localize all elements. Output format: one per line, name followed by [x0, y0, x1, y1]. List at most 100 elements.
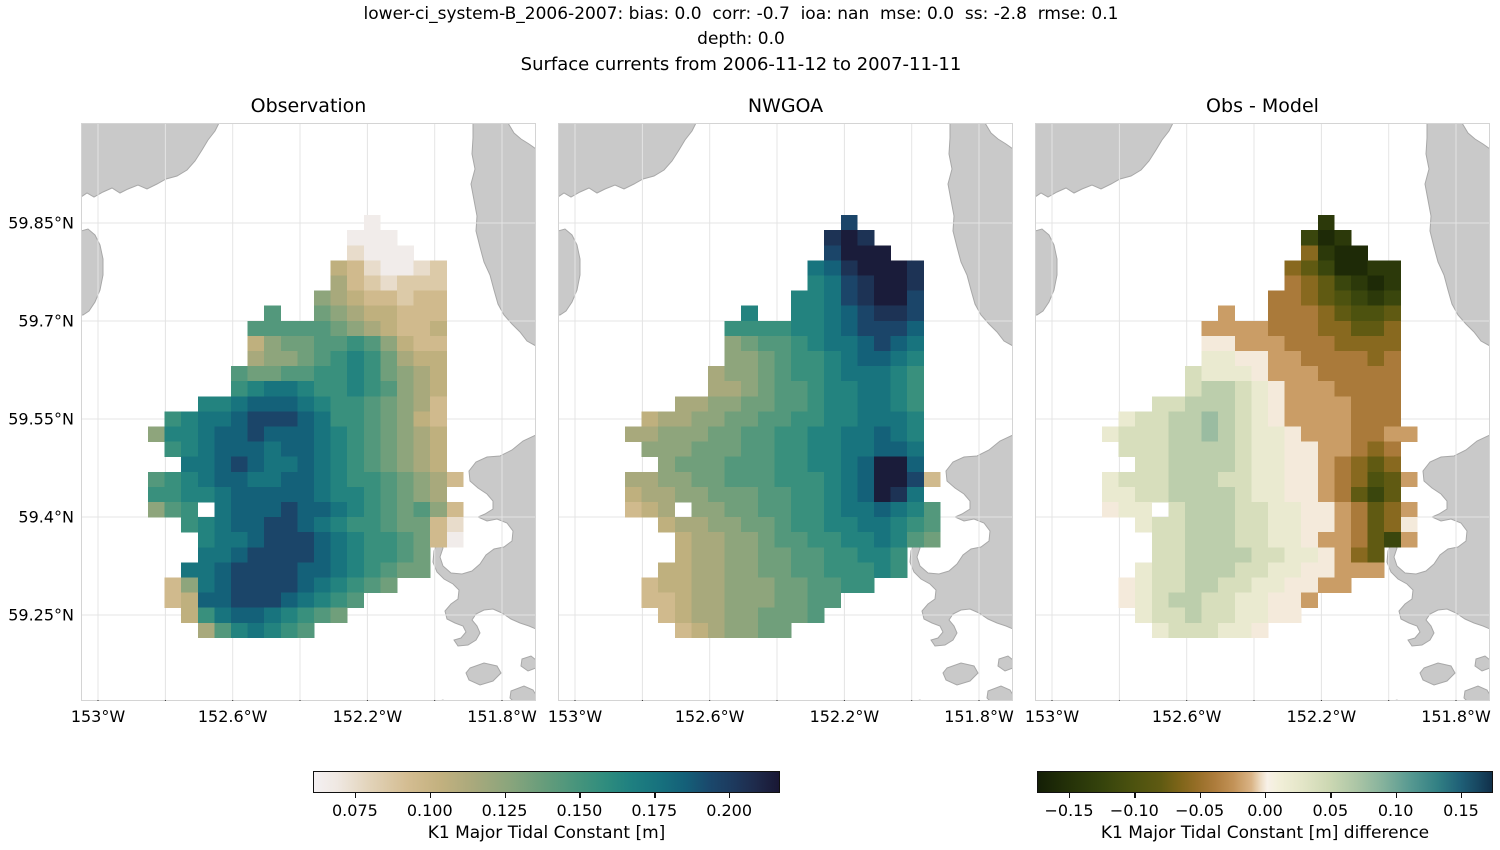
- heatmap-cell: [380, 471, 398, 488]
- heatmap-cell: [1268, 381, 1285, 397]
- heatmap-cell: [890, 532, 908, 548]
- heatmap-cell: [757, 607, 775, 624]
- heatmap-cell: [297, 411, 315, 427]
- heatmap-cell: [1384, 486, 1402, 503]
- map-frame: [558, 123, 1013, 701]
- heatmap-cell: [330, 532, 348, 548]
- heatmap-cell: [1201, 426, 1219, 442]
- heatmap-cell: [757, 562, 775, 578]
- heatmap-cell: [1185, 411, 1202, 427]
- heatmap-cell: [791, 381, 808, 397]
- heatmap-cell: [724, 532, 742, 548]
- heatmap-cell: [757, 486, 775, 503]
- heatmap-cell: [330, 547, 348, 563]
- heatmap-cell: [840, 426, 858, 442]
- colorbar-tick-mark: [504, 793, 506, 798]
- heatmap-cell: [641, 577, 659, 593]
- heatmap-cell: [1334, 411, 1352, 427]
- heatmap-cell: [363, 245, 381, 261]
- colorbar-tick-label: 0.075: [332, 801, 378, 820]
- heatmap-cell: [774, 396, 792, 412]
- heatmap-cell: [741, 411, 759, 427]
- heatmap-cell: [824, 471, 842, 488]
- heatmap-cell: [363, 320, 381, 337]
- heatmap-cell: [890, 260, 908, 276]
- heatmap-cell: [1185, 517, 1202, 533]
- heatmap-cell: [1400, 426, 1418, 442]
- heatmap-cell: [214, 471, 232, 488]
- lon-tick-label: 153°W: [1024, 707, 1080, 726]
- heatmap-cell: [1234, 411, 1252, 427]
- heatmap-cell: [1118, 486, 1136, 503]
- heatmap-cell: [247, 517, 265, 533]
- heatmap-cell: [658, 441, 676, 457]
- heatmap-cell: [874, 366, 891, 382]
- heatmap-cell: [1284, 290, 1302, 306]
- heatmap-cell: [708, 502, 725, 518]
- heatmap-cell: [757, 411, 775, 427]
- heatmap-cell: [413, 411, 431, 427]
- heatmap-cell: [1367, 517, 1385, 533]
- heatmap-cell: [1201, 396, 1219, 412]
- heatmap-cell: [691, 517, 709, 533]
- heatmap-cell: [264, 456, 282, 473]
- heatmap-cell: [1284, 396, 1302, 412]
- heatmap-cell: [197, 396, 215, 412]
- heatmap-cell: [824, 517, 842, 533]
- heatmap-cell: [297, 532, 315, 548]
- heatmap-cell: [890, 290, 908, 306]
- heatmap-cell: [708, 532, 725, 548]
- heatmap-cell: [724, 486, 742, 503]
- heatmap-cell: [824, 366, 842, 382]
- heatmap-cell: [1351, 245, 1368, 261]
- heatmap-cell: [181, 456, 199, 473]
- heatmap-cell: [1151, 471, 1169, 488]
- heatmap-cell: [280, 622, 298, 639]
- heatmap-cell: [314, 456, 331, 473]
- heatmap-cell: [1301, 562, 1319, 578]
- heatmap-cell: [840, 366, 858, 382]
- heatmap-cell: [314, 577, 331, 593]
- heatmap-cell: [1317, 260, 1335, 276]
- colorbar-tick-mark: [1460, 793, 1463, 798]
- heatmap-cell: [824, 275, 842, 291]
- heatmap-cell: [824, 230, 842, 246]
- heatmap-cell: [363, 305, 381, 322]
- heatmap-cell: [1218, 562, 1236, 578]
- heatmap-cell: [314, 426, 331, 442]
- heatmap-cell: [413, 366, 431, 382]
- heatmap-cell: [1351, 517, 1368, 533]
- heatmap-cell: [724, 502, 742, 518]
- heatmap-cell: [1118, 577, 1136, 593]
- heatmap-cell: [214, 622, 232, 639]
- heatmap-cell: [1284, 502, 1302, 518]
- heatmap-cell: [247, 320, 265, 337]
- heatmap-cell: [807, 305, 825, 322]
- heatmap-cell: [625, 502, 642, 518]
- heatmap-cell: [413, 486, 431, 503]
- heatmap-cell: [330, 607, 348, 624]
- heatmap-cell: [297, 381, 315, 397]
- heatmap-cell: [890, 320, 908, 337]
- heatmap-cell: [1317, 441, 1335, 457]
- heatmap-cell: [1317, 426, 1335, 442]
- heatmap-cell: [347, 275, 365, 291]
- heatmap-cell: [1201, 486, 1219, 503]
- colorbar-tick-mark: [1265, 793, 1267, 798]
- heatmap-cell: [907, 305, 925, 322]
- heatmap-cell: [380, 486, 398, 503]
- heatmap-cell: [923, 532, 941, 548]
- heatmap-cell: [907, 426, 925, 442]
- heatmap-cell: [363, 486, 381, 503]
- heatmap-cell: [197, 622, 215, 639]
- heatmap-cell: [214, 396, 232, 412]
- heatmap-cell: [824, 562, 842, 578]
- heatmap-cell: [658, 592, 676, 608]
- heatmap-cell: [1251, 335, 1269, 352]
- heatmap-cell: [674, 532, 692, 548]
- heatmap-cell: [214, 502, 232, 518]
- heatmap-cell: [247, 532, 265, 548]
- heatmap-cell: [1135, 411, 1153, 427]
- heatmap-cell: [1234, 335, 1252, 352]
- heatmap-cell: [430, 471, 448, 488]
